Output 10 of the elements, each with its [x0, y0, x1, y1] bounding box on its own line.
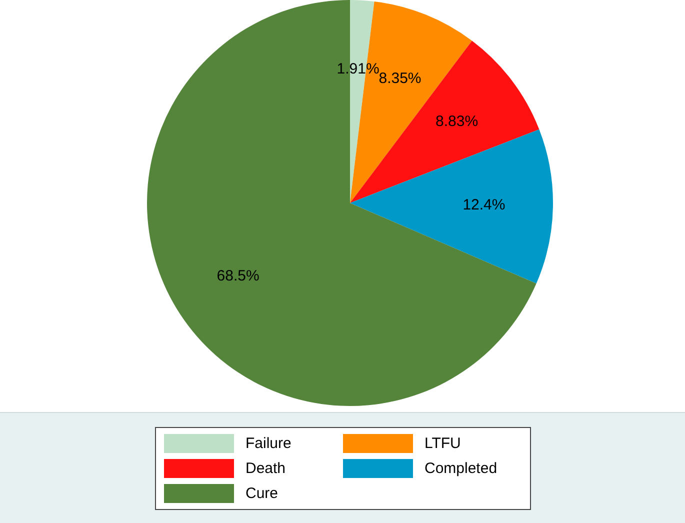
data-label: 8.35%	[378, 70, 422, 87]
data-label: 12.4%	[462, 196, 506, 214]
data-label: 1.91%	[336, 60, 380, 78]
legend-label: LTFU	[424, 435, 461, 452]
data-label: 8.83%	[435, 113, 478, 130]
legend-label: Completed	[424, 460, 498, 477]
legend-label: Failure	[246, 435, 292, 452]
legend-label: Cure	[246, 485, 278, 502]
legend-label: Death	[246, 460, 286, 477]
data-label: 68.5%	[216, 268, 260, 285]
